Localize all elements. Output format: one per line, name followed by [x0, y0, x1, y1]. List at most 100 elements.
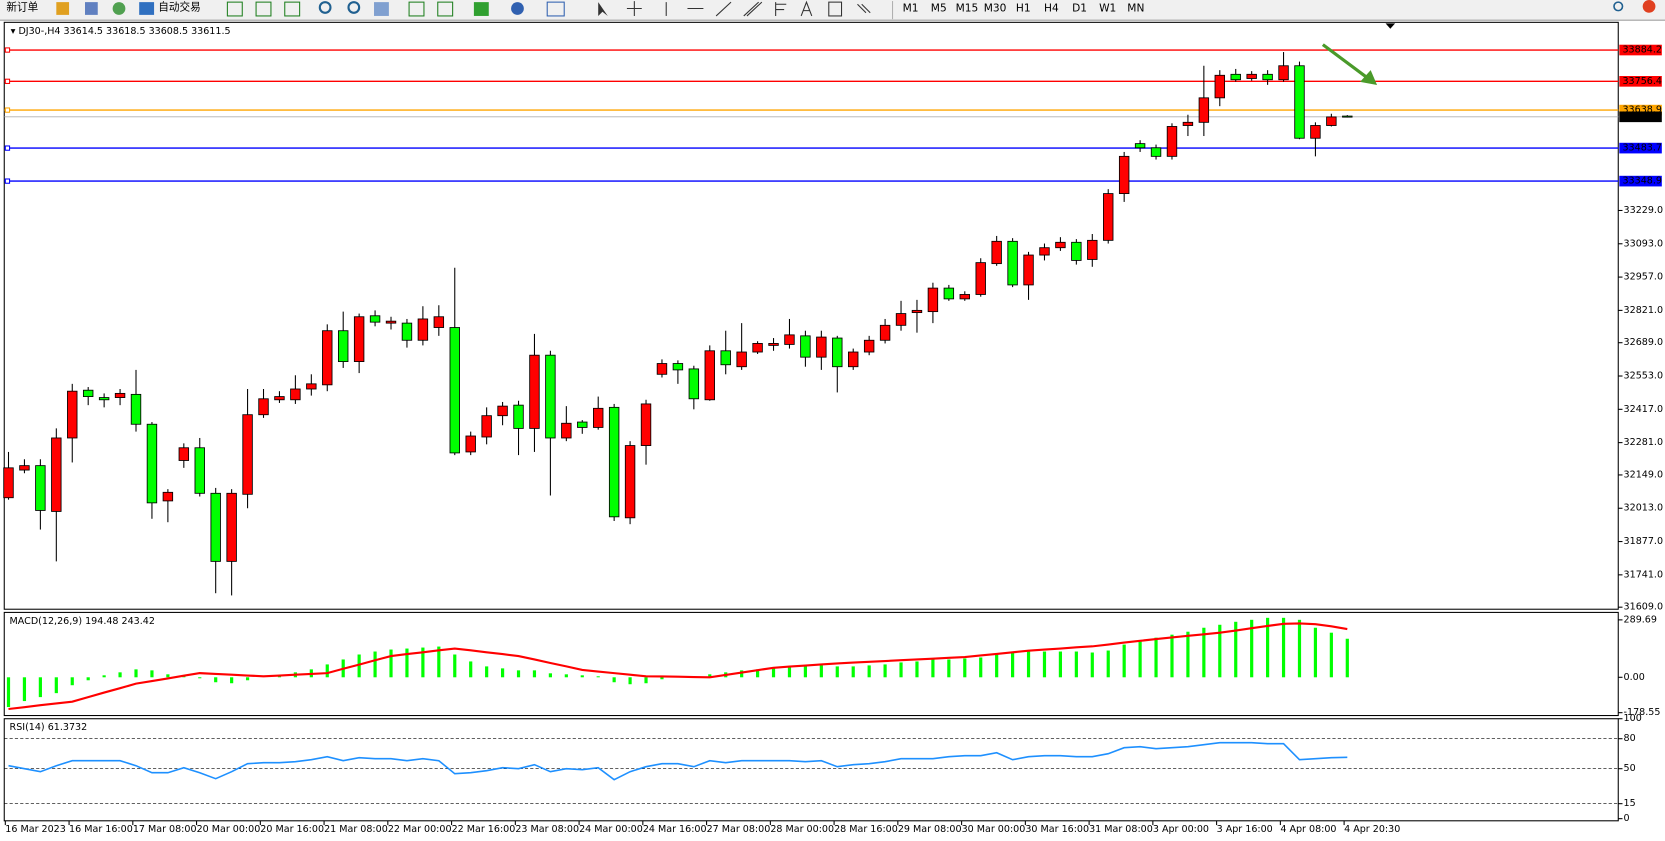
icon[interactable] — [112, 2, 126, 15]
macd-bar — [22, 677, 27, 702]
timeframe-button[interactable]: M15 — [956, 2, 979, 15]
macd-bar — [54, 677, 58, 694]
timeframe-button[interactable]: MN — [1127, 2, 1144, 15]
candle-body — [1023, 254, 1034, 286]
label-tool[interactable] — [828, 1, 843, 17]
text-tool[interactable] — [800, 0, 813, 17]
level-handle — [4, 178, 11, 184]
macd-bar — [134, 669, 138, 678]
candle-body — [1230, 73, 1241, 81]
candle-body — [704, 350, 715, 401]
arrows-tool[interactable] — [857, 3, 871, 14]
timeframe-button[interactable]: M1 — [903, 2, 919, 15]
zoom-out[interactable] — [347, 1, 361, 14]
auto-trading-icon[interactable] — [139, 2, 155, 15]
candle-body — [433, 316, 445, 328]
macd-bar — [580, 675, 584, 678]
candle-body — [1087, 239, 1098, 260]
icon[interactable] — [56, 2, 70, 15]
candle-body — [194, 447, 205, 494]
channel-tool[interactable] — [743, 1, 763, 17]
candle-body — [1118, 155, 1130, 195]
price-label-bg — [1619, 111, 1662, 123]
candle-body — [1294, 65, 1305, 139]
candle-body — [35, 465, 46, 511]
candle-body — [1198, 97, 1210, 123]
y-tick-label: 100 — [1624, 713, 1642, 724]
templates[interactable] — [546, 1, 565, 17]
crosshair-tool[interactable] — [626, 1, 642, 16]
main-panel — [3, 21, 1619, 610]
indicator-value: 243.42 — [122, 615, 155, 626]
timeframe-button[interactable]: M5 — [931, 2, 947, 15]
timeframe-button[interactable]: M30 — [984, 2, 1007, 15]
new-order-button[interactable]: 新订单 — [6, 0, 38, 13]
zoom-in[interactable] — [318, 1, 332, 14]
rsi-panel — [3, 718, 1619, 822]
notifications[interactable] — [1642, 0, 1656, 13]
candle-body — [720, 350, 731, 366]
macd-bar — [1011, 651, 1015, 678]
icon[interactable] — [284, 1, 301, 17]
macd-bar — [867, 665, 871, 678]
trend-tool[interactable] — [715, 1, 732, 17]
icon[interactable] — [437, 1, 454, 17]
y-tick-label: 32417.0 — [1624, 404, 1663, 415]
y-tick-label: 0 — [1624, 813, 1630, 824]
macd-bar — [1154, 637, 1158, 678]
candle-body — [832, 337, 843, 368]
macd-bar — [214, 677, 218, 683]
level-label: 33483.7 — [1622, 143, 1661, 154]
candle-body — [1007, 240, 1018, 286]
rsi-line — [8, 741, 1348, 781]
search[interactable] — [1613, 1, 1624, 12]
candle-body — [513, 404, 524, 429]
y-tick-label: 80 — [1624, 733, 1636, 744]
macd-bar — [1202, 627, 1206, 678]
candle-body — [401, 322, 413, 341]
candle-body — [465, 435, 476, 453]
timeframe-button[interactable]: H1 — [1016, 2, 1031, 15]
x-tick-label: 30 Mar 00:00 — [962, 824, 1026, 835]
icon[interactable] — [226, 1, 243, 17]
candle-body — [943, 287, 955, 300]
x-tick-label: 30 Mar 16:00 — [1025, 824, 1089, 835]
toolbar-bg — [0, 0, 1665, 21]
auto-trading-button[interactable]: 自动交易 — [158, 0, 200, 13]
macd-bar — [899, 662, 903, 678]
level-label-bg — [1619, 175, 1662, 187]
timeframe-button[interactable]: W1 — [1099, 2, 1116, 15]
fibo-tool[interactable] — [775, 2, 787, 16]
macd-bar — [485, 666, 489, 678]
header-value: 33618.5 — [106, 25, 145, 36]
candle-body — [306, 383, 317, 390]
candle-body — [545, 354, 556, 439]
macd-bar — [1281, 617, 1286, 678]
x-tick-label: 22 Mar 00:00 — [388, 824, 452, 835]
toolbar: 新订单 自动交易 M1 M5 M15 M30 H1 H4 D1 W1 MN — [0, 0, 1665, 21]
x-tick-label: 16 Mar 16:00 — [69, 824, 133, 835]
macd-bar — [819, 665, 823, 678]
macd-bar — [1250, 619, 1254, 678]
price-label: 33611.5 — [1622, 111, 1661, 122]
candle-body — [1310, 125, 1321, 139]
macd-bar — [644, 677, 648, 684]
indicators[interactable] — [473, 2, 489, 16]
macd-bar — [740, 670, 744, 678]
x-tick-label: 20 Mar 00:00 — [197, 824, 261, 835]
level-label: 33638.9 — [1622, 105, 1661, 116]
timeframe-button[interactable]: H4 — [1044, 2, 1059, 15]
header-value: DJ30-,H4 — [18, 25, 60, 36]
icon[interactable] — [255, 1, 272, 17]
icon[interactable] — [408, 1, 425, 17]
periods[interactable] — [511, 2, 524, 15]
icon[interactable] — [85, 2, 98, 15]
icon[interactable] — [374, 2, 389, 16]
candle-body — [816, 336, 827, 358]
timeframe-button[interactable]: D1 — [1072, 2, 1087, 15]
candle-body — [130, 393, 142, 425]
candle-body — [879, 324, 891, 341]
x-tick-label: 23 Mar 08:00 — [515, 824, 579, 835]
candle-body — [417, 318, 429, 341]
